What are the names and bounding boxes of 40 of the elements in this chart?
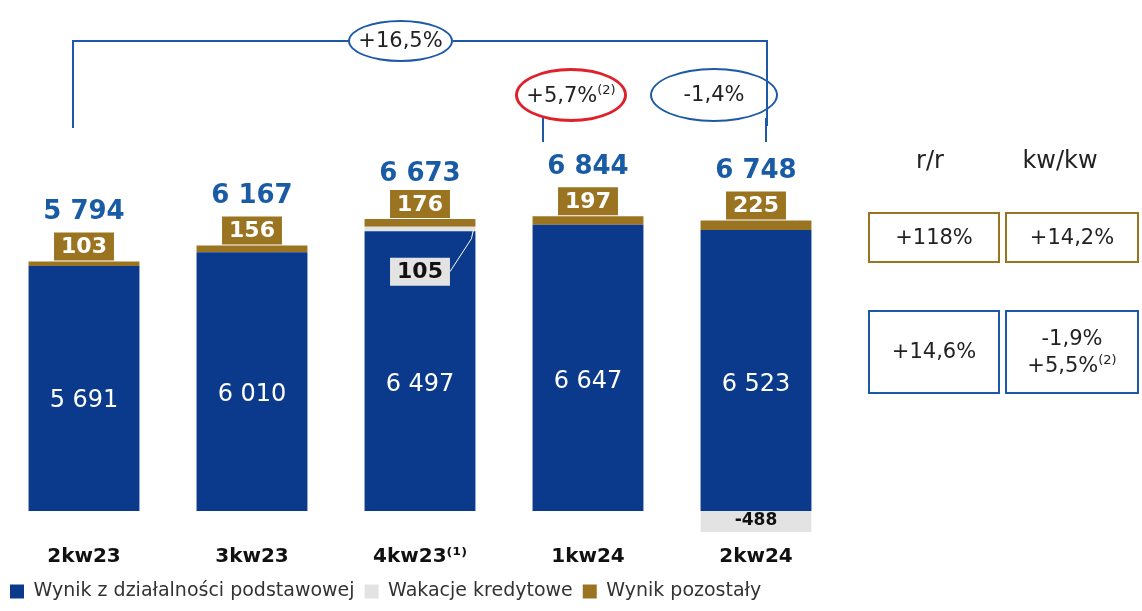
bar bbox=[196, 252, 308, 511]
bar bbox=[364, 231, 476, 511]
text: kw/kw bbox=[1022, 145, 1098, 175]
text: +5,5%$^{(2)}$ bbox=[1027, 351, 1117, 378]
text: r/r bbox=[916, 145, 944, 175]
text: -1,4% bbox=[683, 82, 745, 108]
x-tick-label: 1kw24 bbox=[551, 543, 625, 568]
x-tick-label: 2kw24 bbox=[719, 543, 793, 568]
text: +14,6% bbox=[891, 339, 977, 365]
annotation: 6 748 bbox=[715, 154, 797, 185]
legend-label: Wakacje kredytowe bbox=[388, 578, 573, 601]
x-tick-label: 4kw23⁽¹⁾ bbox=[373, 543, 467, 568]
text: +5,7%$^{(2)}$ bbox=[526, 81, 616, 109]
x-tick-label: 2kw23 bbox=[47, 543, 121, 568]
text: +16,5% bbox=[358, 28, 443, 54]
annotation: 6 167 bbox=[211, 179, 293, 210]
legend-label: Wynik z działalności podstawowej bbox=[33, 578, 355, 601]
annotation: 6 673 bbox=[379, 157, 461, 188]
data-label: 6 497 bbox=[385, 369, 455, 398]
bar bbox=[28, 265, 140, 511]
data-label: 6 010 bbox=[217, 378, 287, 407]
data-label: 103 bbox=[61, 233, 107, 259]
data-label: 6 647 bbox=[553, 366, 623, 395]
text: +14,2% bbox=[1029, 224, 1115, 251]
data-label: 197 bbox=[565, 187, 611, 213]
x-tick-label: 3kw23 bbox=[215, 543, 289, 568]
data-label: 105 bbox=[397, 258, 443, 284]
data-label: 225 bbox=[733, 192, 779, 218]
annotation: 6 844 bbox=[547, 150, 629, 180]
bar bbox=[532, 224, 644, 511]
bar bbox=[700, 230, 812, 511]
data-label: 176 bbox=[397, 190, 443, 216]
text: +118% bbox=[895, 224, 973, 251]
data-label: -488 bbox=[734, 508, 778, 529]
data-label: 6 523 bbox=[721, 368, 791, 397]
annotation: 5 794 bbox=[43, 195, 125, 226]
legend-label: Wynik pozostały bbox=[606, 578, 762, 601]
data-label: 156 bbox=[229, 217, 275, 243]
text: -1,9% bbox=[1041, 326, 1103, 352]
data-label: 5 691 bbox=[49, 384, 119, 413]
